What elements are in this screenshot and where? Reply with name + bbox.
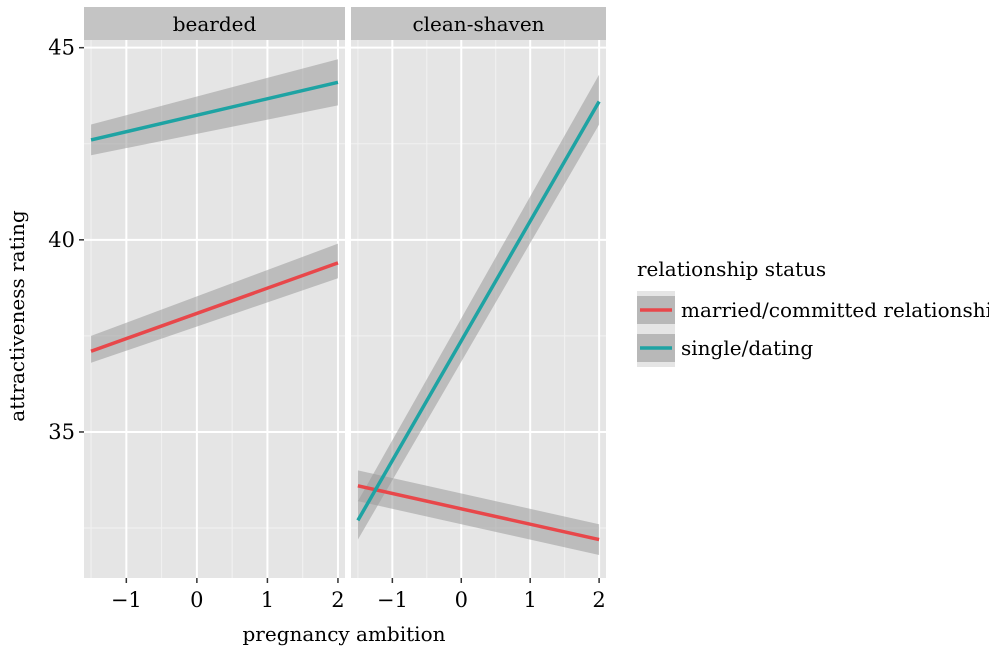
- series-line: [357, 484, 600, 542]
- facet-strip-label: clean-shaven: [412, 12, 544, 36]
- axes-layer: −1 0 1 2 −1 0 1 2 35 40 45: [48, 36, 606, 612]
- legend-entry-label: married/committed relationship: [681, 298, 989, 322]
- legend-title: relationship status: [637, 257, 826, 281]
- x-axis-title: pregnancy ambition: [243, 622, 446, 646]
- y-tick-label: 40: [48, 228, 75, 252]
- facet-strip-background: [84, 7, 345, 40]
- facet-panel-2: clean-shaven: [351, 7, 606, 578]
- x-tick-label: 2: [592, 588, 605, 612]
- x-tick-label: −1: [377, 588, 408, 612]
- facet-panel-1: bearded: [84, 7, 345, 578]
- facet-strip-background: [351, 7, 606, 40]
- panels-layer: bearded clean-shaven: [84, 7, 606, 578]
- y-tick-label: 45: [48, 36, 75, 60]
- x-tick-label: 0: [455, 588, 468, 612]
- facet-strip-label: bearded: [173, 12, 257, 36]
- y-axis-title: attractiveness rating: [5, 210, 29, 422]
- x-tick-label: −1: [111, 588, 142, 612]
- series-line: [356, 100, 601, 522]
- x-tick-label: 2: [331, 588, 344, 612]
- confidence-band: [91, 243, 338, 363]
- legend-entry-label: single/dating: [681, 336, 813, 360]
- legend: relationship status married/committed re…: [637, 257, 989, 367]
- confidence-band: [91, 59, 338, 156]
- y-tick-label: 35: [48, 420, 75, 444]
- series-line: [90, 80, 339, 142]
- confidence-band: [357, 74, 600, 540]
- series-line: [90, 261, 339, 353]
- x-tick-label: 0: [190, 588, 203, 612]
- x-tick-label: 1: [261, 588, 274, 612]
- x-tick-label: 1: [524, 588, 537, 612]
